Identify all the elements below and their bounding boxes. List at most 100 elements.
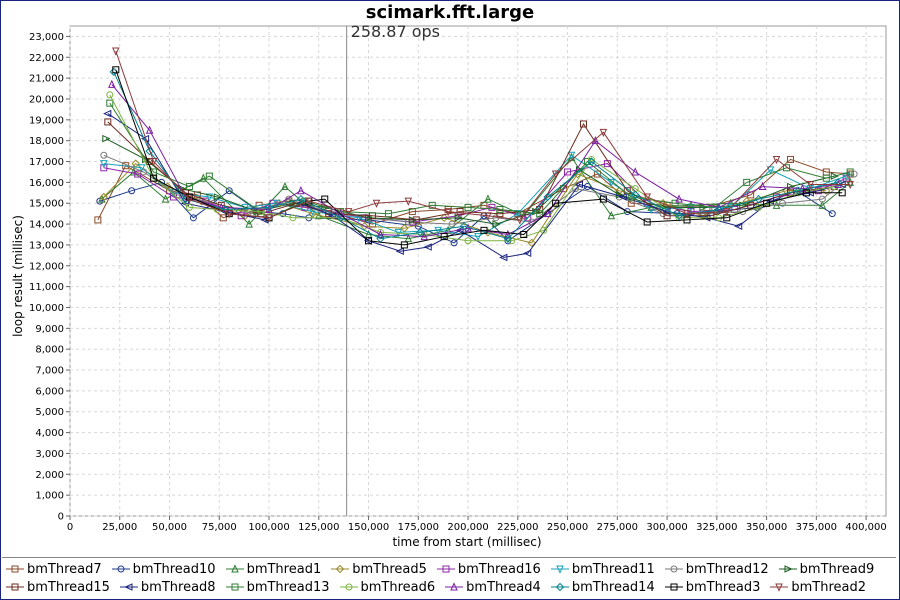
- legend-label: bmThread10: [132, 561, 216, 577]
- y-tick-label: 8,000: [35, 345, 64, 356]
- data-point: [779, 199, 787, 207]
- legend-marker: [555, 582, 565, 592]
- data-point: [643, 218, 651, 226]
- data-point: [579, 120, 587, 128]
- data-point: [102, 134, 111, 143]
- legend-swatch: [550, 582, 569, 592]
- data-point: [574, 180, 584, 189]
- data-point: [618, 193, 627, 201]
- x-axis-label: time from start (millisec): [392, 535, 541, 549]
- data-point: [772, 155, 781, 165]
- data-point: [103, 109, 112, 118]
- legend-marker: [556, 565, 564, 574]
- data-point: [743, 178, 751, 186]
- data-point: [104, 118, 112, 126]
- legend-label: bmThread11: [571, 561, 655, 577]
- y-tick-label: 2,000: [35, 470, 64, 481]
- legend-label: bmThread14: [571, 579, 655, 595]
- data-point: [675, 194, 683, 203]
- x-tick-label: 225,000: [497, 522, 538, 533]
- data-point: [404, 233, 413, 243]
- data-point: [496, 210, 504, 218]
- data-point: [599, 128, 608, 138]
- data-point: [552, 199, 560, 207]
- data-point: [219, 214, 227, 222]
- legend-item: bmThread2: [770, 578, 866, 596]
- legend-item: bmThread14: [550, 578, 655, 596]
- data-point: [416, 228, 425, 237]
- data-point: [189, 214, 197, 222]
- data-point: [536, 210, 544, 218]
- data-point: [444, 208, 452, 217]
- data-point: [140, 168, 148, 176]
- data-point: [474, 233, 482, 242]
- legend-label: bmThread9: [799, 561, 875, 577]
- legend-marker: [670, 583, 678, 591]
- legend-items: bmThread7 bmThread10 bmThread1 bmThread5 bmT…: [6, 560, 892, 596]
- data-point: [221, 205, 230, 214]
- legend-swatch: [225, 564, 244, 573]
- data-point: [245, 219, 253, 228]
- legend-marker: [450, 582, 458, 591]
- y-tick-label: 9,000: [35, 324, 64, 335]
- y-tick-label: 7,000: [35, 366, 64, 377]
- data-point: [573, 169, 582, 179]
- data-point: [205, 172, 213, 180]
- data-point: [643, 193, 651, 202]
- data-point: [408, 208, 416, 216]
- data-point: [631, 167, 640, 176]
- data-point: [225, 210, 234, 219]
- legend-swatch: [225, 583, 244, 591]
- data-point: [516, 216, 524, 225]
- data-point: [766, 166, 775, 175]
- data-point: [496, 205, 504, 213]
- legend-marker: [336, 564, 345, 574]
- legend: bmThread7 bmThread10 bmThread1 bmThread5 bmT…: [2, 557, 896, 597]
- data-point: [527, 238, 536, 248]
- legend-swatch: [119, 583, 138, 591]
- y-axis-label: loop result (millisec): [11, 215, 25, 337]
- data-point: [257, 208, 265, 216]
- data-point: [185, 183, 193, 191]
- data-point: [225, 187, 233, 195]
- data-point: [818, 195, 826, 203]
- data-point: [593, 170, 601, 178]
- data-point: [450, 239, 458, 247]
- legend-label: bmThread2: [791, 579, 867, 595]
- data-point: [428, 201, 436, 209]
- data-point: [726, 203, 735, 213]
- data-point: [722, 208, 731, 217]
- legend-marker: [442, 565, 450, 573]
- series-line: [101, 156, 851, 240]
- y-tick-label: 21,000: [29, 74, 64, 85]
- y-tick-label: 4,000: [35, 428, 64, 439]
- y-tick-label: 19,000: [29, 115, 64, 126]
- series-bmThread11: [100, 151, 850, 242]
- chart-title: scimark.fft.large: [366, 2, 534, 23]
- x-tick-label: 125,000: [298, 522, 339, 533]
- legend-label: bmThread1: [246, 561, 322, 577]
- data-point: [297, 186, 305, 195]
- data-point: [372, 199, 381, 208]
- y-tick-label: 14,000: [29, 220, 64, 231]
- data-point: [551, 170, 560, 179]
- series-line: [109, 102, 851, 219]
- data-point: [100, 151, 108, 159]
- legend-swatch: [331, 564, 350, 574]
- data-point: [408, 216, 418, 224]
- data-point: [607, 211, 616, 220]
- data-point: [758, 181, 767, 191]
- legend-marker: [124, 583, 133, 591]
- series-line: [105, 138, 835, 225]
- legend-item: bmThread1: [225, 560, 322, 578]
- y-tick-label: 5,000: [35, 407, 64, 418]
- data-point: [834, 178, 843, 187]
- legend-marker: [117, 565, 125, 573]
- data-point: [134, 170, 142, 178]
- data-point: [564, 168, 572, 176]
- data-point: [365, 214, 374, 222]
- data-point: [96, 197, 104, 205]
- data-point: [459, 221, 469, 231]
- data-point: [365, 237, 373, 245]
- x-tick-label: 350,000: [746, 522, 787, 533]
